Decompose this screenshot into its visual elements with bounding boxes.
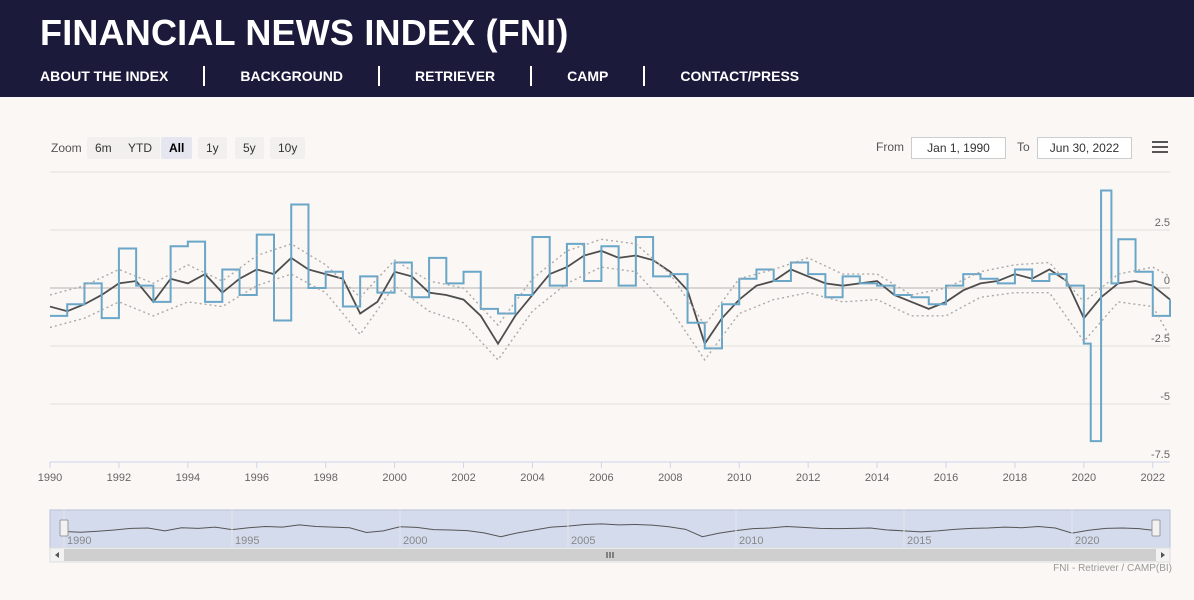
nav-separator — [378, 66, 381, 86]
nav-background[interactable]: BACKGROUND — [240, 68, 344, 84]
x-tick-label: 2012 — [796, 472, 820, 484]
nav-separator — [203, 66, 206, 86]
scroll-right-arrow-icon[interactable] — [1161, 552, 1165, 558]
navigator-series-line — [63, 523, 1157, 538]
x-tick-label: 2002 — [451, 472, 475, 484]
y-tick-label: -2.5 — [1151, 333, 1170, 345]
zoom-all-button[interactable]: All — [161, 137, 193, 159]
nav-camp[interactable]: CAMP — [567, 68, 609, 84]
x-tick-label: 2016 — [934, 472, 958, 484]
x-tick-label: 2014 — [865, 472, 889, 484]
x-tick-label: 1992 — [107, 472, 131, 484]
nav-retriever[interactable]: RETRIEVER — [415, 68, 496, 84]
x-tick-label: 2006 — [589, 472, 613, 484]
to-label: To — [1017, 140, 1030, 154]
navigator-tick-label: 2020 — [1075, 535, 1099, 547]
zoom-1y-button[interactable]: 1y — [198, 137, 227, 159]
lower-band-line — [49, 266, 1171, 362]
x-tick-label: 1990 — [38, 472, 62, 484]
y-tick-label: -5 — [1160, 391, 1170, 403]
y-tick-label: -7.5 — [1151, 449, 1170, 461]
navigator-right-handle[interactable] — [1151, 519, 1161, 537]
x-tick-label: 1994 — [176, 472, 200, 484]
navigator-tick-label: 2010 — [739, 535, 763, 547]
chart-credit: FNI - Retriever / CAMP(BI) — [1053, 563, 1172, 574]
site-title[interactable]: FINANCIAL NEWS INDEX (FNI) — [40, 12, 569, 53]
navigator-tick-label: 2000 — [403, 535, 427, 547]
nav-about-the-index[interactable]: ABOUT THE INDEX — [40, 68, 169, 84]
site-header: FINANCIAL NEWS INDEX (FNI) ABOUT THE IND… — [0, 0, 1194, 97]
zoom-5y-button[interactable]: 5y — [235, 137, 264, 159]
y-tick-label: 2.5 — [1155, 217, 1170, 229]
x-tick-label: 2010 — [727, 472, 751, 484]
main-nav: ABOUT THE INDEX BACKGROUND RETRIEVER CAM… — [40, 66, 799, 86]
navigator-tick-label: 1995 — [235, 535, 259, 547]
x-tick-label: 2000 — [382, 472, 406, 484]
hamburger-menu-icon[interactable] — [1152, 141, 1168, 155]
zoom-label: Zoom — [51, 141, 82, 155]
from-date-input[interactable]: Jan 1, 1990 — [911, 137, 1006, 159]
fni-monthly-line — [49, 249, 1171, 346]
to-date-input[interactable]: Jun 30, 2022 — [1037, 137, 1132, 159]
x-tick-label: 1996 — [245, 472, 269, 484]
zoom-6m-button[interactable]: 6m — [87, 137, 120, 159]
fni-alternate-line — [50, 189, 1171, 443]
navigator-tick-label: 2005 — [571, 535, 595, 547]
navigator-tick-label: 1990 — [67, 535, 91, 547]
range-selector: Zoom 6m YTD All 1y 5y 10y From Jan 1, 19… — [50, 137, 1194, 159]
zoom-10y-button[interactable]: 10y — [270, 137, 306, 159]
upper-band-line — [49, 238, 1171, 327]
zoom-ytd-button[interactable]: YTD — [120, 137, 160, 159]
scroll-left-arrow-icon[interactable] — [55, 552, 59, 558]
x-tick-label: 2022 — [1141, 472, 1165, 484]
navigator-left-handle[interactable] — [59, 519, 69, 537]
from-label: From — [876, 140, 904, 154]
x-tick-label: 2004 — [520, 472, 544, 484]
x-tick-label: 2018 — [1003, 472, 1027, 484]
y-tick-label: 0 — [1164, 275, 1170, 287]
navigator-mask — [49, 509, 1171, 549]
navigator-tick-label: 2015 — [907, 535, 931, 547]
x-tick-label: 1998 — [313, 472, 337, 484]
nav-separator — [530, 66, 533, 86]
x-tick-label: 2008 — [658, 472, 682, 484]
nav-contact-press[interactable]: CONTACT/PRESS — [680, 68, 800, 84]
nav-separator — [643, 66, 646, 86]
x-tick-label: 2020 — [1072, 472, 1096, 484]
